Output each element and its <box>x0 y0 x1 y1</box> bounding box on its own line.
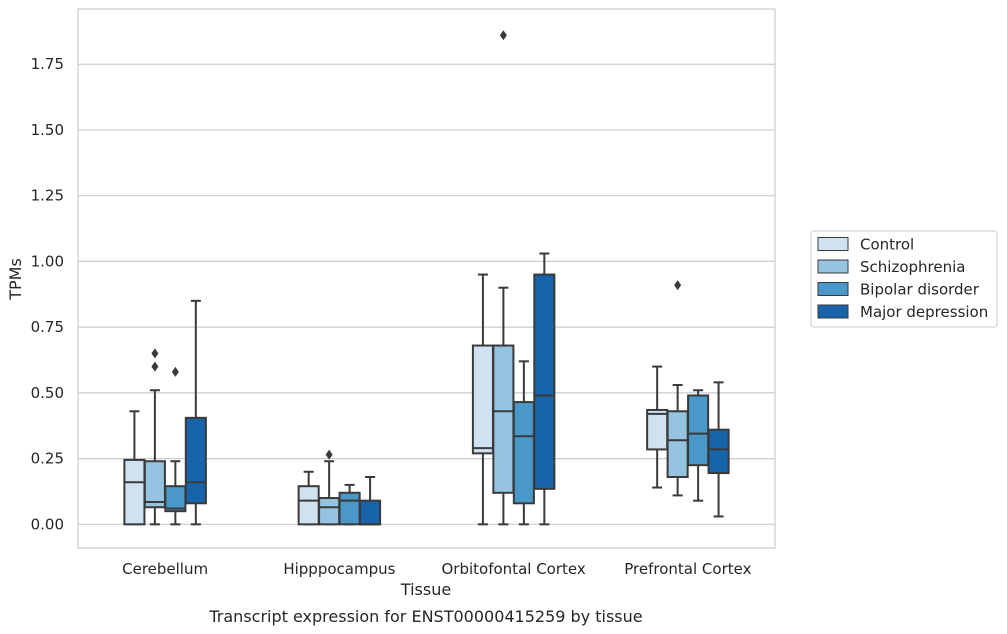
y-tick-label: 1.75 <box>31 55 64 73</box>
box-1-2 <box>492 30 515 526</box>
box-3-1 <box>359 476 382 526</box>
y-tick-labels: 0.00 0.25 0.50 0.75 1.00 1.25 1.50 1.75 <box>31 55 64 533</box>
iqr-box <box>184 416 207 505</box>
box-2-0 <box>164 366 187 526</box>
box-0-3 <box>646 365 669 489</box>
x-tick-label: Cerebellum <box>122 560 208 578</box>
iqr-box <box>123 458 146 526</box>
legend-swatch <box>817 282 849 296</box>
box-3-2 <box>533 252 556 526</box>
legend-swatch <box>817 259 849 274</box>
legend-label: Bipolar disorder <box>860 281 980 299</box>
x-tick-label: Orbitofontal Cortex <box>442 560 586 578</box>
y-tick-label: 0.00 <box>31 515 64 533</box>
box-2-1 <box>338 483 361 526</box>
box-series <box>123 30 730 526</box>
x-tick-label: Prefrontal Cortex <box>624 560 751 578</box>
iqr-box <box>338 491 361 526</box>
outlier-point <box>151 348 159 359</box>
y-tick-label: 0.25 <box>31 450 64 468</box>
outlier-point <box>151 361 159 372</box>
iqr-box <box>512 401 535 505</box>
outlier-point <box>674 280 682 291</box>
y-tick-label: 1.50 <box>31 121 64 139</box>
iqr-box <box>666 410 689 479</box>
iqr-box <box>492 344 515 494</box>
outlier-point <box>499 30 507 41</box>
plot-area <box>77 8 776 549</box>
chart-caption: Transcript expression for ENST0000041525… <box>208 607 642 626</box>
x-axis-title: Tissue <box>400 580 451 599</box>
legend-label: Major depression <box>860 303 988 321</box>
outlier-point <box>171 366 179 377</box>
y-tick-label: 1.00 <box>31 252 64 270</box>
x-tick-label: Hipppocampus <box>283 560 395 578</box>
outlier-point <box>325 449 333 460</box>
legend-frame <box>810 230 998 328</box>
iqr-box <box>143 460 166 509</box>
iqr-box <box>646 408 669 451</box>
iqr-box <box>297 485 320 526</box>
iqr-box <box>471 344 494 455</box>
iqr-box <box>707 428 730 475</box>
iqr-box <box>318 497 341 526</box>
y-tick-label: 1.25 <box>31 187 64 205</box>
y-tick-label: 0.75 <box>31 318 64 336</box>
y-axis-title: TPMs <box>6 258 25 301</box>
iqr-box <box>533 273 556 490</box>
legend-label: Control <box>860 236 914 254</box>
legend-label: Schizophrenia <box>860 258 965 276</box>
x-tick-labels: Cerebellum Hipppocampus Orbitofontal Corte… <box>122 560 751 578</box>
legend-swatch <box>817 304 849 319</box>
legend: Control Schizophrenia Bipolar disorder Majo… <box>810 230 998 328</box>
iqr-box <box>359 499 382 526</box>
iqr-box <box>687 394 710 467</box>
box-1-0 <box>143 348 166 526</box>
y-tick-label: 0.50 <box>31 384 64 402</box>
iqr-box <box>164 485 187 513</box>
box-1-1 <box>318 449 341 526</box>
box-3-0 <box>184 299 207 526</box>
legend-swatch <box>817 237 849 251</box>
box-3-3 <box>707 381 730 518</box>
